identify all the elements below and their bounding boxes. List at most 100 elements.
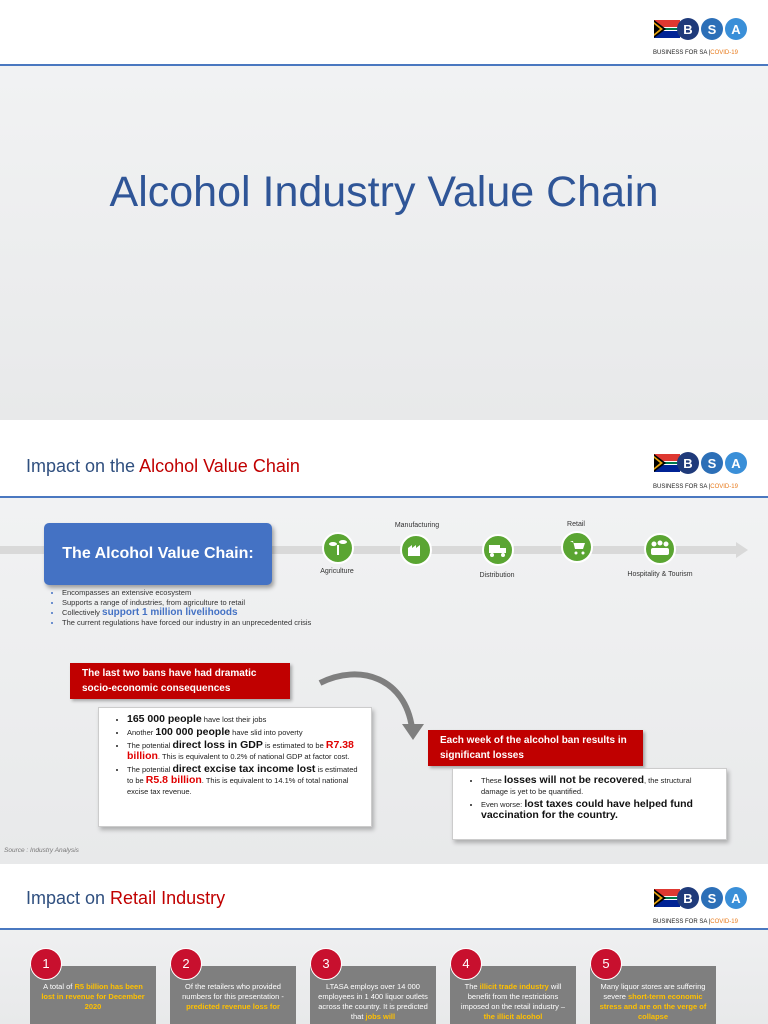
logo-letter: B xyxy=(683,456,692,471)
chain-title: The Alcohol Value Chain: xyxy=(44,523,272,585)
logo-name: BUSINESS FOR SA | xyxy=(653,484,711,490)
logo-circle xyxy=(725,452,747,474)
logo-letter: A xyxy=(731,891,741,906)
logo-letter: S xyxy=(708,891,717,906)
logo-text: BUSINESS FOR SA |COVID-19 xyxy=(653,484,738,490)
bullet: Even worse: lost taxes could have helped… xyxy=(481,799,718,821)
text-run: . This is equivalent to 0.2% of national… xyxy=(157,752,350,761)
slide-retail: B S A BUSINESS FOR SA |COVID-19 Impact on R… xyxy=(0,866,768,1024)
text-run: The potential xyxy=(127,741,173,750)
stage-icons xyxy=(322,531,676,566)
text-run: Impact on xyxy=(26,888,111,908)
bullet: Collectively support 1 million livelihoo… xyxy=(62,608,462,618)
text-run: Many liquor stores are suffering severe xyxy=(600,982,706,1001)
text-run: support 1 million livelihoods xyxy=(102,607,238,618)
text-run: The xyxy=(464,982,480,991)
callout: Each week of the alcohol ban results in … xyxy=(428,730,643,766)
text-run: Impact on the xyxy=(26,456,140,476)
heading: Impact on Retail Industry xyxy=(26,888,225,909)
text-run: , the structural damage is yet to be qua… xyxy=(481,776,692,796)
text-run: The potential xyxy=(127,765,173,774)
heading: Impact on the Alcohol Value Chain xyxy=(26,456,300,477)
icon-glyphs xyxy=(329,540,669,557)
logo-name: BUSINESS FOR SA | xyxy=(653,919,711,925)
impact-list: These losses will not be recovered, the … xyxy=(453,769,726,821)
item-number: 2 xyxy=(170,948,202,980)
logo-circle xyxy=(701,18,723,40)
logo-circle xyxy=(677,452,699,474)
text-run: . This is equivalent to 14.1% of total n… xyxy=(127,776,349,796)
chain-arrow-head xyxy=(736,542,748,558)
slide-header xyxy=(0,0,768,66)
logo-letter: B xyxy=(683,22,692,37)
bullet: The potential direct excise tax income l… xyxy=(127,764,363,797)
logo-circle xyxy=(701,452,723,474)
text-run: direct loss in GDP xyxy=(172,739,263,751)
text-run: have slid into poverty xyxy=(230,728,303,737)
logo-letter: S xyxy=(708,22,717,37)
logo: B S A BUSINESS FOR SA |COVID-19 xyxy=(652,883,748,927)
text-run: The current regulations have forced our … xyxy=(62,618,312,627)
source: Source : Industry Analysis xyxy=(4,847,79,854)
bullet: These losses will not be recovered, the … xyxy=(481,775,718,797)
text-run: predicted revenue loss for xyxy=(186,1002,280,1011)
logo-tag: COVID-19 xyxy=(710,484,738,490)
text-run: R7.38 billion xyxy=(127,739,354,762)
text-run: illicit trade industry xyxy=(479,982,549,991)
text-run: Of the retailers who provided numbers fo… xyxy=(182,982,284,1001)
bullet: Supports a range of industries, from agr… xyxy=(62,598,462,608)
chain-arrow xyxy=(0,546,738,554)
text-run: losses will not be recovered xyxy=(503,774,644,786)
chain-bullets: Encompasses an extensive ecosystemSuppor… xyxy=(48,588,462,628)
logo-letter: A xyxy=(731,22,741,37)
bullet: Another 100 000 people have slid into po… xyxy=(127,727,363,738)
bullet: The potential direct loss in GDP is esti… xyxy=(127,740,363,762)
text-run: Encompasses an extensive ecosystem xyxy=(62,588,192,597)
slide-header xyxy=(0,428,768,498)
text-run: 165 000 people xyxy=(127,713,202,725)
text-run: direct excise tax income lost xyxy=(172,763,316,775)
logo-tag: COVID-19 xyxy=(710,50,738,56)
text-run: will benefit from the restrictions impos… xyxy=(460,982,566,1011)
item-number: 1 xyxy=(30,948,62,980)
stage-label: Hospitality & Tourism xyxy=(627,571,693,578)
text-run: Supports a range of industries, from agr… xyxy=(62,598,246,607)
text-run: is estimated to be xyxy=(262,741,326,750)
item-number: 5 xyxy=(590,948,622,980)
logo-circle xyxy=(701,887,723,909)
slide-header xyxy=(0,866,768,930)
title: Alcohol Industry Value Chain xyxy=(109,168,659,216)
bullet: 165 000 people have lost their jobs xyxy=(127,714,363,725)
logo-circle xyxy=(677,887,699,909)
curved-arrow xyxy=(318,671,415,729)
callout: The last two bans have had dramatic soci… xyxy=(70,663,290,699)
text-run: the illicit alcohol xyxy=(483,1012,543,1021)
impact-list: 165 000 people have lost their jobs Anoth… xyxy=(99,708,371,797)
text-run: jobs will xyxy=(365,1012,396,1021)
text-run: R5 billion has been lost in revenue for … xyxy=(41,982,145,1011)
stage-label: Retail xyxy=(567,521,585,528)
text-run: have lost their jobs xyxy=(201,715,267,724)
logo-circle xyxy=(677,18,699,40)
stage-label: Agriculture xyxy=(320,568,354,575)
logo-text: BUSINESS FOR SA |COVID-19 xyxy=(653,50,738,56)
logo-letter: A xyxy=(731,456,741,471)
item-number: 4 xyxy=(450,948,482,980)
text-run: These xyxy=(481,776,504,785)
text-run: Collectively xyxy=(62,608,103,617)
text-run: short-term economic stress and are on th… xyxy=(599,992,707,1021)
logo-letter: S xyxy=(708,456,717,471)
bullet: The current regulations have forced our … xyxy=(62,618,462,628)
text-run: R5.8 billion xyxy=(145,774,202,786)
logo-tag: COVID-19 xyxy=(710,919,738,925)
item-number: 3 xyxy=(310,948,342,980)
logo-circle xyxy=(725,18,747,40)
text-run: lost taxes could have helped fund vaccin… xyxy=(481,798,693,821)
text-run: 100 000 people xyxy=(155,726,231,738)
text-run: Another xyxy=(127,728,156,737)
text-run: A total of xyxy=(43,982,75,991)
stage-label: Distribution xyxy=(479,572,515,579)
